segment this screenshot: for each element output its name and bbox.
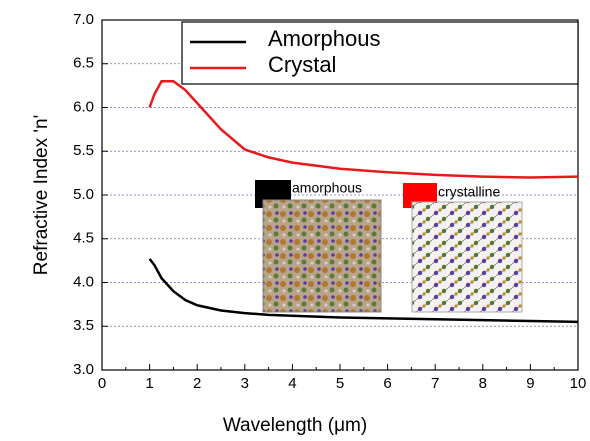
series-line <box>148 80 579 179</box>
x-tick-label: 9 <box>526 375 534 392</box>
x-tick-label: 6 <box>383 375 391 392</box>
y-tick-label: 3.0 <box>73 361 94 378</box>
plot-frame <box>101 19 579 371</box>
y-tick-label: 5.0 <box>73 186 94 203</box>
inset-label: crystalline <box>438 184 500 200</box>
x-tick-label: 10 <box>570 375 587 392</box>
crystalline-structure <box>411 201 523 313</box>
legend-label: Amorphous <box>268 26 381 51</box>
x-axis-title: Wavelength (μm) <box>223 415 367 436</box>
y-tick-label: 4.0 <box>73 273 94 290</box>
amorphous-structure <box>262 199 382 313</box>
plot: 3.0 3.5 4.0 4.5 5.0 5.5 6.0 6.5 7.0 0 1 2 3 4 5 6 7 8 9 10 <box>73 11 586 392</box>
y-tick-label: 3.5 <box>73 317 94 334</box>
series-line <box>148 258 579 324</box>
x-tick-label: 8 <box>479 375 487 392</box>
x-tick-label: 1 <box>145 375 153 392</box>
y-axis-title: Refractive Index 'n' <box>31 115 52 275</box>
x-tick-label: 3 <box>241 375 249 392</box>
y-tick-label: 5.5 <box>73 142 94 159</box>
legend-box <box>181 21 579 85</box>
y-tick-label: 7.0 <box>73 11 94 28</box>
y-tick-label: 6.0 <box>73 98 94 115</box>
y-tick-label: 4.5 <box>73 230 94 247</box>
x-tick-label: 0 <box>98 375 106 392</box>
x-tick-label: 4 <box>288 375 296 392</box>
x-tick-label: 5 <box>336 375 344 392</box>
y-tick-label: 6.5 <box>73 55 94 72</box>
x-tick-label: 7 <box>431 375 439 392</box>
insets: amorphous crystalline <box>255 180 523 313</box>
x-tick-label: 2 <box>193 375 201 392</box>
inset-label: amorphous <box>292 180 362 196</box>
legend-label: Crystal <box>268 52 336 77</box>
